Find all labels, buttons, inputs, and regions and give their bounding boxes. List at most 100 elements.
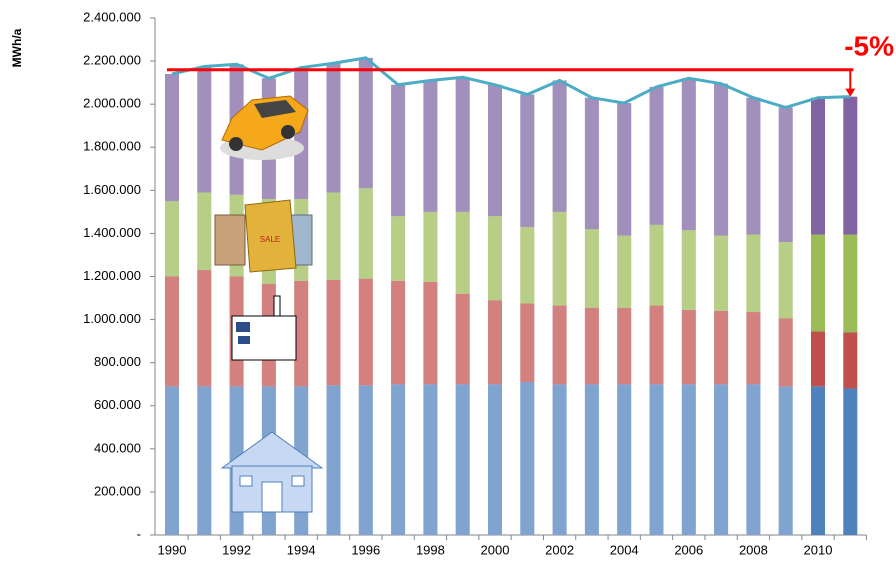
factory-icon bbox=[231, 295, 297, 361]
overlay: -5% bbox=[167, 30, 894, 109]
bar-texture bbox=[649, 384, 664, 535]
total-line bbox=[171, 56, 851, 109]
bar-texture bbox=[358, 278, 373, 386]
bar-texture bbox=[358, 188, 373, 279]
bar-texture bbox=[423, 80, 438, 212]
bar-texture bbox=[294, 280, 309, 387]
bar-texture bbox=[778, 318, 793, 387]
y-tick-label: 1.800.000 bbox=[83, 139, 141, 154]
bar-texture bbox=[197, 386, 212, 535]
bar-texture bbox=[714, 235, 729, 311]
x-tick-label: 2000 bbox=[481, 542, 510, 557]
x-tick-label: 1990 bbox=[158, 542, 187, 557]
bar-texture bbox=[423, 211, 438, 282]
x-tick-label: 1998 bbox=[416, 542, 445, 557]
x-tick-label: 1992 bbox=[222, 542, 251, 557]
bar-texture bbox=[455, 211, 470, 294]
bar-texture bbox=[778, 242, 793, 319]
bar-texture bbox=[326, 279, 341, 386]
bar-texture bbox=[197, 192, 212, 271]
y-tick-label: 200.000 bbox=[94, 483, 141, 498]
y-tick-label: 2.000.000 bbox=[83, 96, 141, 111]
bar-segment bbox=[811, 331, 825, 387]
bar-texture bbox=[165, 276, 179, 387]
bar-texture bbox=[488, 300, 502, 385]
bar-texture bbox=[165, 386, 179, 535]
y-tick-label: - bbox=[137, 526, 141, 541]
bar-texture bbox=[488, 384, 502, 535]
bar-segment bbox=[811, 386, 825, 535]
bar-texture bbox=[455, 293, 470, 385]
bar-texture bbox=[423, 384, 438, 535]
y-tick-label: 800.000 bbox=[94, 354, 141, 369]
bar-texture bbox=[197, 66, 212, 193]
bar-texture bbox=[746, 234, 761, 313]
y-tick-label: 1.600.000 bbox=[83, 182, 141, 197]
bar-texture bbox=[488, 84, 502, 217]
bar-texture bbox=[552, 305, 567, 385]
bar-texture bbox=[455, 77, 470, 212]
bar-texture bbox=[681, 78, 696, 231]
bar-texture bbox=[423, 281, 438, 385]
bar-texture bbox=[584, 307, 599, 385]
bar-texture bbox=[714, 83, 729, 236]
x-tick-label: 2008 bbox=[739, 542, 768, 557]
bar-texture bbox=[584, 384, 599, 535]
bar-texture bbox=[746, 97, 761, 235]
bar-texture bbox=[649, 224, 664, 306]
bar-texture bbox=[649, 305, 664, 385]
icon-text: SALE bbox=[260, 235, 280, 244]
bar-texture bbox=[778, 386, 793, 535]
bar-texture bbox=[714, 310, 729, 385]
y-tick-label: 1.200.000 bbox=[83, 268, 141, 283]
y-axis-label: MWh/a bbox=[10, 28, 24, 67]
bar-segment bbox=[843, 234, 858, 333]
bar-texture bbox=[294, 67, 309, 199]
bar-texture bbox=[326, 385, 341, 535]
bar-texture bbox=[746, 312, 761, 385]
bar-texture bbox=[617, 384, 632, 535]
bar-texture bbox=[552, 384, 567, 535]
bar-texture bbox=[197, 270, 212, 387]
y-tick-label: 400.000 bbox=[94, 440, 141, 455]
bar-texture bbox=[391, 216, 406, 281]
bar-texture bbox=[520, 382, 535, 535]
bar-texture bbox=[455, 384, 470, 535]
bar-texture bbox=[617, 235, 632, 308]
bar-texture bbox=[714, 384, 729, 535]
bar-texture bbox=[520, 94, 535, 227]
bar-texture bbox=[326, 63, 341, 193]
bar-segment bbox=[811, 97, 825, 235]
bar-texture bbox=[520, 303, 535, 383]
bar-texture bbox=[391, 84, 406, 217]
bar-texture bbox=[617, 103, 632, 236]
bar-texture bbox=[649, 86, 664, 225]
bar-texture bbox=[488, 216, 502, 301]
x-tick-label: 2004 bbox=[610, 542, 639, 557]
bar-segment bbox=[843, 388, 858, 535]
bar-texture bbox=[391, 384, 406, 535]
bar-texture bbox=[746, 384, 761, 535]
bar-texture bbox=[552, 211, 567, 306]
bar-texture bbox=[584, 97, 599, 230]
bar-segment bbox=[843, 332, 858, 389]
bar-texture bbox=[358, 385, 373, 535]
bar-texture bbox=[165, 74, 179, 202]
bar-texture bbox=[617, 307, 632, 385]
y-tick-label: 2.200.000 bbox=[83, 53, 141, 68]
bar-texture bbox=[584, 229, 599, 308]
y-tick-label: 1.000.000 bbox=[83, 311, 141, 326]
y-tick-label: 2.400.000 bbox=[83, 9, 141, 24]
bar-texture bbox=[358, 57, 373, 189]
bar-texture bbox=[681, 309, 696, 385]
shopping-icon: SALE bbox=[214, 199, 313, 273]
bar-texture bbox=[165, 201, 179, 277]
x-tick-label: 1994 bbox=[287, 542, 316, 557]
house-icon bbox=[220, 431, 324, 513]
bar-texture bbox=[391, 280, 406, 385]
car-icon bbox=[220, 95, 309, 160]
bar-texture bbox=[681, 384, 696, 535]
x-tick-label: 2002 bbox=[545, 542, 574, 557]
reference-label: -5% bbox=[844, 30, 894, 61]
